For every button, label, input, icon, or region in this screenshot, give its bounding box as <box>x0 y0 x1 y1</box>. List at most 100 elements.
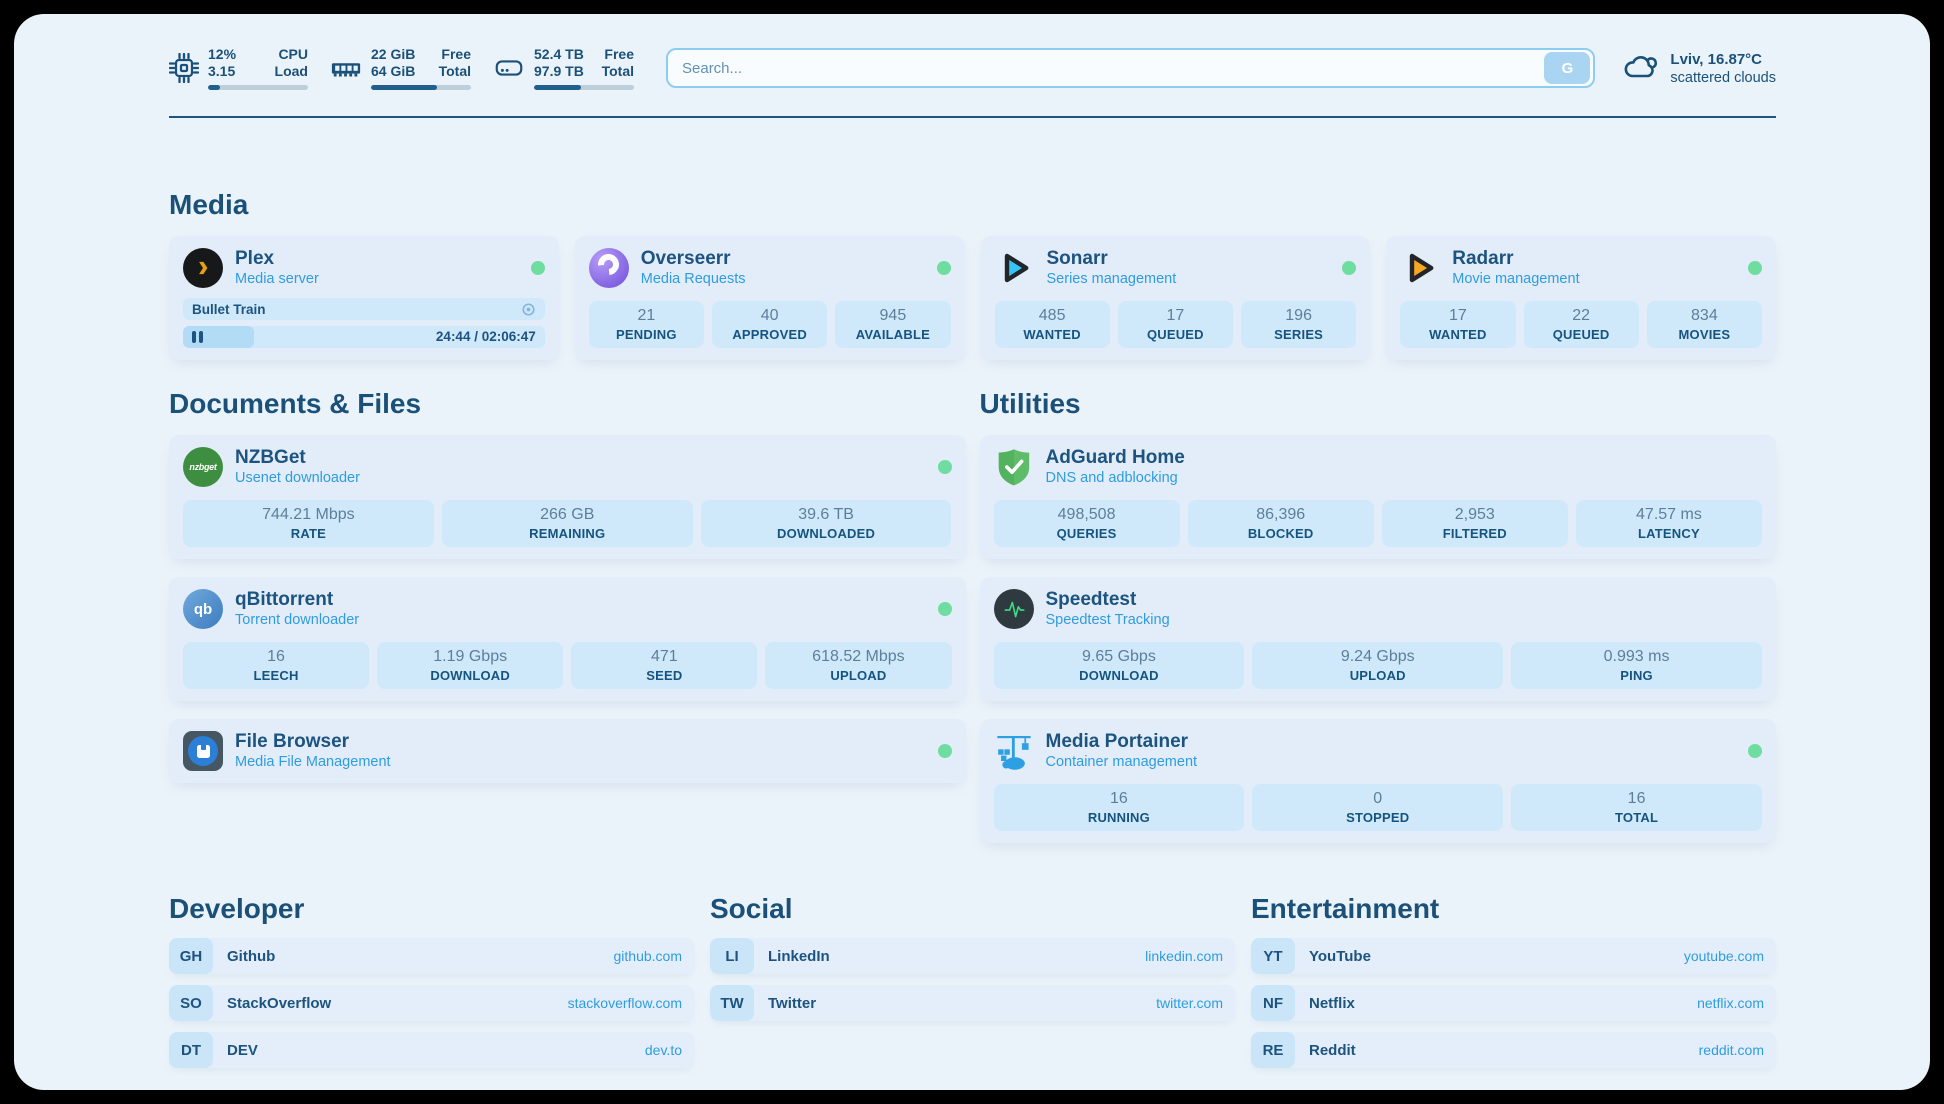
stat-stopped: 0 STOPPED <box>1252 784 1504 831</box>
stat-blocked: 86,396 BLOCKED <box>1187 500 1374 547</box>
link-name: LinkedIn <box>768 947 830 965</box>
stat-value: 2,953 <box>1454 506 1495 523</box>
plex-icon <box>183 248 223 288</box>
app-card-portainer[interactable]: Media Portainer Container management 16 R… <box>979 719 1776 843</box>
ram-total-value: 64 GiB <box>371 63 416 79</box>
stat-label: RATE <box>290 526 327 541</box>
section-title-utilities: Utilities <box>979 388 1081 419</box>
cpu-metric: 12% CPU 3.15 Load <box>169 46 308 90</box>
app-card-qbittorrent[interactable]: qb qBittorrent Torrent downloader 16 LEEC… <box>169 577 966 701</box>
disk-progress-fill <box>534 85 581 90</box>
stat-value: 86,396 <box>1256 506 1306 523</box>
weather-widget: Lviv, 16.87°C scattered clouds <box>1623 50 1776 87</box>
dashboard-panel: 12% CPU 3.15 Load <box>14 14 1930 1090</box>
stat-upload: 9.24 Gbps UPLOAD <box>1252 642 1504 689</box>
link-youtube[interactable]: YT YouTube youtube.com <box>1251 938 1776 974</box>
app-title: Sonarr <box>1046 248 1108 269</box>
stat-label: SEED <box>646 668 683 683</box>
stat-wanted: 17 WANTED <box>1400 301 1516 348</box>
link-netflix[interactable]: NF Netflix netflix.com <box>1251 985 1776 1021</box>
disk-total-label: Total <box>601 63 634 79</box>
portainer-icon <box>994 731 1034 771</box>
app-desc: Usenet downloader <box>235 470 360 486</box>
session-camera-icon[interactable] <box>521 302 536 317</box>
stat-value: 16 <box>1627 790 1646 807</box>
bookmark-column-developer: Developer GH Github github.com SO StackO… <box>169 892 694 1068</box>
link-abbr-badge: DT <box>169 1032 213 1068</box>
link-name: YouTube <box>1309 947 1371 965</box>
bookmark-column-social: Social LI LinkedIn linkedin.com TW Twitt… <box>710 892 1235 1068</box>
link-name: Netflix <box>1309 994 1355 1012</box>
stat-label: DOWNLOADED <box>777 526 876 541</box>
link-reddit[interactable]: RE Reddit reddit.com <box>1251 1032 1776 1068</box>
stat-value: 21 <box>637 307 656 324</box>
ram-metric: 22 GiB Free 64 GiB Total <box>330 46 471 90</box>
stat-value: 0 <box>1373 790 1383 807</box>
search-input[interactable] <box>682 59 1545 77</box>
disk-free-label: Free <box>604 46 634 62</box>
disk-progress-bar <box>534 85 634 90</box>
stat-pending: 21 PENDING <box>588 301 704 348</box>
ram-free-label: Free <box>441 46 471 62</box>
link-twitter[interactable]: TW Twitter twitter.com <box>710 985 1235 1021</box>
stat-remaining: 266 GB REMAINING <box>441 500 693 547</box>
stat-label: FILTERED <box>1442 526 1507 541</box>
nzbget-icon: nzbget <box>183 447 223 487</box>
playback-progress-bar: 24:44 / 02:06:47 <box>183 326 545 348</box>
media-grid: Plex Media server Bullet Train <box>169 236 1776 360</box>
stat-value: 9.65 Gbps <box>1082 648 1156 665</box>
stat-value: 0.993 ms <box>1603 648 1670 665</box>
stat-label: DOWNLOAD <box>1079 668 1159 683</box>
section-title-entertainment: Entertainment <box>1251 893 1440 924</box>
link-abbr-badge: NF <box>1251 985 1295 1021</box>
stat-label: AVAILABLE <box>855 327 930 342</box>
stat-label: QUEUED <box>1146 327 1204 342</box>
link-url: stackoverflow.com <box>567 995 682 1011</box>
stat-value: 17 <box>1448 307 1467 324</box>
app-card-plex[interactable]: Plex Media server Bullet Train <box>169 236 559 360</box>
app-title: Radarr <box>1452 248 1514 269</box>
link-url: github.com <box>613 948 682 964</box>
stat-queries: 498,508 QUERIES <box>993 500 1180 547</box>
link-github[interactable]: GH Github github.com <box>169 938 694 974</box>
search-engine-button[interactable]: G <box>1544 52 1591 84</box>
search-bar: G <box>666 48 1596 88</box>
app-card-adguard[interactable]: AdGuard Home DNS and adblocking 498,508 Q… <box>979 435 1776 559</box>
app-card-filebrowser[interactable]: File Browser Media File Management <box>169 719 966 783</box>
system-metrics: 12% CPU 3.15 Load <box>169 46 634 90</box>
app-desc: Media server <box>235 271 319 287</box>
stat-label: MOVIES <box>1678 327 1731 342</box>
app-title: NZBGet <box>235 447 306 468</box>
now-playing-row: Bullet Train <box>183 298 545 320</box>
cpu-usage-value: 12% <box>208 46 237 62</box>
app-card-radarr[interactable]: Radarr Movie management 17 WANTED 22 QUEUE… <box>1386 236 1776 360</box>
app-desc: Speedtest Tracking <box>1045 612 1170 628</box>
app-card-sonarr[interactable]: Sonarr Series management 485 WANTED 17 QUE… <box>980 236 1371 360</box>
link-dev-to[interactable]: DT DEV dev.to <box>169 1032 694 1068</box>
stat-label: LEECH <box>253 668 299 683</box>
stat-label: QUEUED <box>1552 327 1610 342</box>
app-card-overseerr[interactable]: Overseerr Media Requests 21 PENDING 40 APP… <box>574 236 965 360</box>
bookmark-column-entertainment: Entertainment YT YouTube youtube.com NF … <box>1251 892 1776 1068</box>
stat-label: PING <box>1620 668 1653 683</box>
pause-icon[interactable] <box>192 331 203 343</box>
section-title-developer: Developer <box>169 893 305 924</box>
app-title: Plex <box>235 248 275 269</box>
app-title: qBittorrent <box>235 589 334 610</box>
link-name: Github <box>227 947 276 965</box>
radarr-icon <box>1400 248 1440 288</box>
status-online-dot <box>936 261 951 275</box>
app-card-speedtest[interactable]: Speedtest Speedtest Tracking 9.65 Gbps DO… <box>979 577 1776 701</box>
stat-label: STOPPED <box>1346 810 1410 825</box>
link-abbr-badge: LI <box>710 938 754 974</box>
link-linkedin[interactable]: LI LinkedIn linkedin.com <box>710 938 1235 974</box>
status-online-dot <box>1748 261 1762 275</box>
ram-free-value: 22 GiB <box>371 46 416 62</box>
link-stackoverflow[interactable]: SO StackOverflow stackoverflow.com <box>169 985 694 1021</box>
stat-label: UPLOAD <box>1349 668 1406 683</box>
stat-leech: 16 LEECH <box>183 642 370 689</box>
app-desc: Torrent downloader <box>235 612 360 628</box>
app-card-nzbget[interactable]: nzbget NZBGet Usenet downloader 744.21 M… <box>169 435 966 559</box>
ram-total-label: Total <box>438 63 471 79</box>
app-desc: Series management <box>1046 271 1177 287</box>
